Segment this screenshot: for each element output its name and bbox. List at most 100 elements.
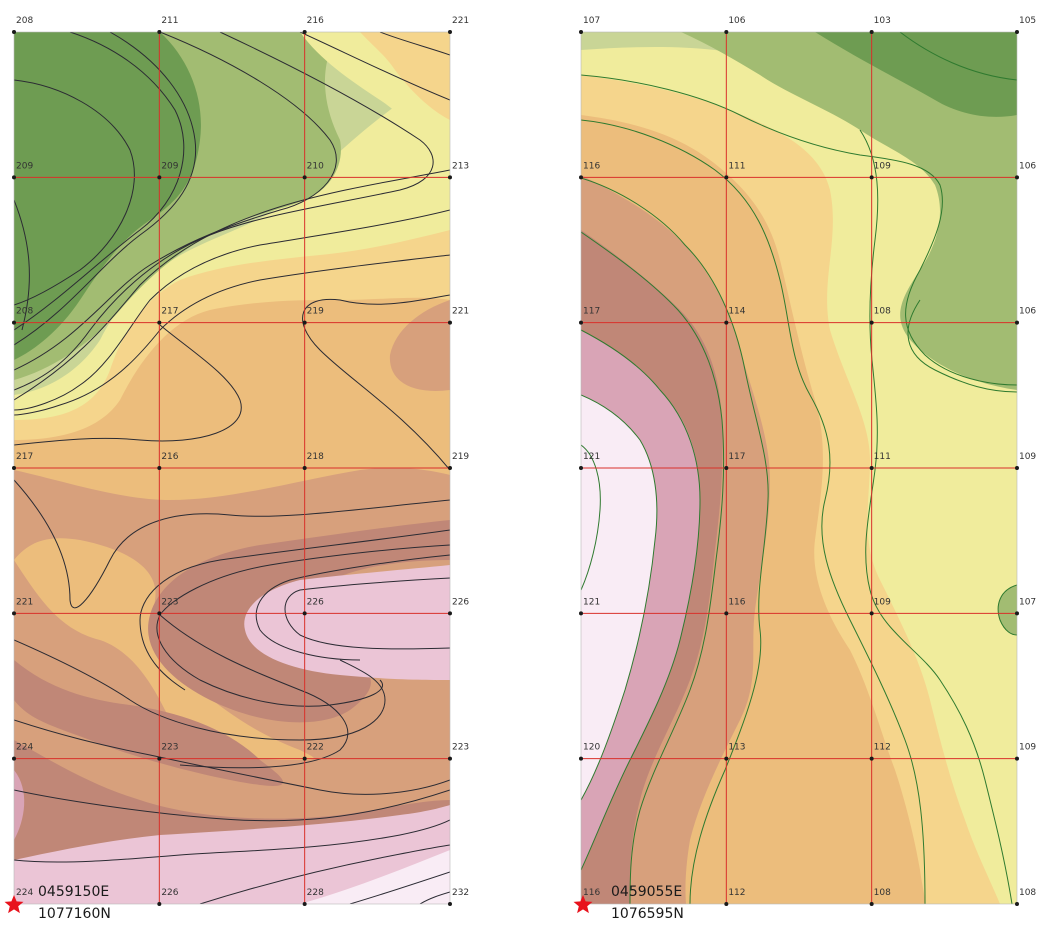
- right-grid-node: [869, 175, 874, 180]
- left-grid-node: [302, 901, 307, 906]
- left-node-labels: 208 211 216 221 209 209 210 213 208 217 219 221 217 2…: [16, 16, 469, 898]
- right-reference-marker: 0459055E 1076595N: [573, 884, 684, 922]
- right-node-value-label: 116: [728, 597, 745, 607]
- right-contour-map: 107 106 103 105 116 111 109 106 117 114 108 106 121 1…: [579, 16, 1036, 906]
- left-grid-node: [447, 320, 452, 325]
- right-node-value-label: 109: [1019, 743, 1036, 753]
- left-node-value-label: 209: [16, 161, 33, 171]
- left-easting-label: 0459150E: [38, 884, 109, 900]
- left-grid-node: [157, 756, 162, 761]
- left-grid-node: [157, 175, 162, 180]
- left-node-value-label: 221: [16, 597, 33, 607]
- left-contour-map: 208 211 216 221 209 209 210 213 208 217 219 221 217 2…: [12, 16, 469, 906]
- right-node-value-label: 114: [728, 307, 745, 317]
- left-node-value-label: 224: [16, 743, 33, 753]
- left-node-value-label: 210: [307, 161, 324, 171]
- right-grid-node: [869, 901, 874, 906]
- right-grid-node: [724, 756, 729, 761]
- left-grid-node: [302, 175, 307, 180]
- left-node-value-label: 217: [16, 452, 33, 462]
- left-node-value-label: 223: [452, 743, 469, 753]
- left-grid-node: [157, 320, 162, 325]
- right-grid-node: [579, 756, 583, 761]
- left-node-value-label: 219: [307, 307, 324, 317]
- left-grid-node: [447, 30, 452, 34]
- right-node-value-label: 111: [728, 161, 745, 171]
- left-grid-node: [302, 30, 307, 34]
- right-grid-node: [579, 465, 583, 470]
- left-grid-node: [12, 30, 16, 34]
- left-node-value-label: 219: [452, 452, 469, 462]
- right-easting-label: 0459055E: [611, 884, 682, 900]
- left-grid-node: [447, 175, 452, 180]
- right-grid-node: [724, 30, 729, 34]
- left-grid-node: [447, 756, 452, 761]
- left-node-value-label: 226: [161, 888, 178, 898]
- star-icon: [4, 895, 24, 914]
- right-grid-node: [579, 320, 583, 325]
- right-grid-node: [724, 611, 729, 616]
- right-node-value-label: 121: [583, 597, 600, 607]
- right-grid-node: [579, 175, 583, 180]
- right-node-value-label: 105: [1019, 16, 1036, 26]
- left-node-value-label: 217: [161, 307, 178, 317]
- left-grid-node: [12, 175, 16, 180]
- right-node-value-label: 106: [728, 16, 745, 26]
- left-node-value-label: 216: [307, 16, 324, 26]
- right-node-value-label: 109: [874, 597, 891, 607]
- left-node-value-label: 223: [161, 743, 178, 753]
- right-grid-node: [1014, 901, 1019, 906]
- left-node-value-label: 208: [16, 16, 33, 26]
- left-grid-node: [12, 611, 16, 616]
- left-node-value-label: 226: [452, 597, 469, 607]
- right-node-value-label: 107: [583, 16, 600, 26]
- right-grid-node: [579, 30, 583, 34]
- right-grid-node: [1014, 30, 1019, 34]
- left-grid-node: [157, 901, 162, 906]
- left-grid-node: [12, 756, 16, 761]
- left-grid-node: [157, 611, 162, 616]
- right-grid-node: [724, 175, 729, 180]
- left-node-value-label: 211: [161, 16, 178, 26]
- left-northing-label: 1077160N: [38, 906, 111, 922]
- left-grid-node: [302, 756, 307, 761]
- right-node-value-label: 106: [1019, 307, 1036, 317]
- right-node-value-label: 108: [874, 888, 891, 898]
- right-node-value-label: 108: [874, 307, 891, 317]
- left-grid-node: [157, 465, 162, 470]
- right-node-labels: 107 106 103 105 116 111 109 106 117 114 108 106 121 1…: [583, 16, 1036, 898]
- right-grid-node: [1014, 756, 1019, 761]
- right-node-value-label: 111: [874, 452, 891, 462]
- left-grid-node: [447, 465, 452, 470]
- right-grid-node: [1014, 465, 1019, 470]
- right-grid-node: [1014, 175, 1019, 180]
- left-grid-node: [302, 320, 307, 325]
- right-node-value-label: 120: [583, 743, 600, 753]
- right-grid-node: [579, 611, 583, 616]
- right-grid-node: [869, 465, 874, 470]
- right-node-value-label: 121: [583, 452, 600, 462]
- right-northing-label: 1076595N: [611, 906, 684, 922]
- right-grid-node: [1014, 611, 1019, 616]
- right-grid-node: [869, 30, 874, 34]
- right-node-value-label: 116: [583, 888, 600, 898]
- right-grid-node: [724, 901, 729, 906]
- left-node-value-label: 226: [307, 597, 324, 607]
- right-node-value-label: 113: [728, 743, 745, 753]
- right-grid-node: [724, 465, 729, 470]
- left-node-value-label: 228: [307, 888, 324, 898]
- right-node-value-label: 106: [1019, 161, 1036, 171]
- left-grid-node: [447, 901, 452, 906]
- left-node-value-label: 209: [161, 161, 178, 171]
- left-node-value-label: 221: [452, 307, 469, 317]
- right-node-value-label: 107: [1019, 597, 1036, 607]
- left-grid-node: [12, 465, 16, 470]
- right-grid-node: [1014, 320, 1019, 325]
- right-node-value-label: 112: [728, 888, 745, 898]
- right-grid-node: [869, 756, 874, 761]
- right-node-value-label: 109: [874, 161, 891, 171]
- left-grid-node: [12, 320, 16, 325]
- right-grid-node: [869, 611, 874, 616]
- left-node-value-label: 208: [16, 307, 33, 317]
- left-node-value-label: 224: [16, 888, 33, 898]
